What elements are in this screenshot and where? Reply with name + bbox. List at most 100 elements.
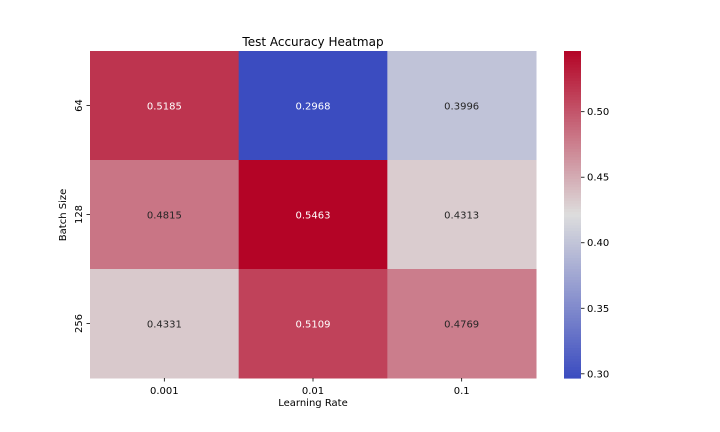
colorbar-segment (564, 113, 581, 117)
colorbar-segment (564, 176, 581, 180)
colorbar-segment (564, 132, 581, 137)
colorbar-segment (564, 127, 581, 131)
colorbar-segment (564, 157, 581, 161)
colorbar-segment (564, 189, 581, 194)
colorbar-segment (564, 241, 581, 246)
cell-value-label: 0.5463 (296, 211, 331, 222)
x-tick-label: 0.1 (454, 386, 470, 397)
colorbar-segment (564, 198, 581, 202)
colorbar-segment (564, 307, 581, 311)
colorbar-segment (564, 143, 581, 147)
colorbar-segment (564, 80, 581, 85)
colorbar-segment (564, 369, 581, 374)
cell-value-label: 0.5185 (147, 102, 182, 113)
colorbar-segment (564, 318, 581, 322)
colorbar-segment (564, 160, 581, 164)
colorbar-segment (564, 206, 581, 210)
cell-value-label: 0.3996 (444, 102, 479, 113)
colorbar-segment (564, 367, 581, 371)
colorbar-segment (564, 119, 581, 123)
colorbar-segment (564, 296, 581, 300)
colorbar-segment (564, 195, 581, 199)
colorbar-segment (564, 364, 581, 368)
colorbar-segment (564, 255, 581, 259)
colorbar-segment (564, 277, 581, 281)
colorbar-tick-label: 0.40 (587, 238, 609, 249)
colorbar: 0.30 0.35 0.40 0.45 0.50 (564, 51, 609, 380)
heatmap-cell (387, 160, 537, 270)
colorbar-segment (564, 135, 581, 139)
colorbar-segment (564, 320, 581, 325)
colorbar-segment (564, 130, 581, 134)
colorbar-segment (564, 162, 581, 167)
colorbar-segment (564, 102, 581, 107)
colorbar-segment (564, 173, 581, 177)
colorbar-segment (564, 249, 581, 254)
colorbar-segment (564, 353, 581, 357)
colorbar-segment (564, 269, 581, 273)
colorbar-segment (564, 67, 581, 71)
colorbar-segment (564, 105, 581, 109)
cell-value-label: 0.4331 (147, 320, 182, 331)
colorbar-segment (564, 187, 581, 191)
colorbar-segment (564, 271, 581, 276)
colorbar-segment (564, 309, 581, 314)
colorbar-segment (564, 121, 581, 126)
colorbar-segment (564, 86, 581, 90)
colorbar-segment (564, 53, 581, 58)
colorbar-segment (564, 334, 581, 338)
heatmap-cell (238, 51, 388, 161)
x-axis-label: Learning Rate (278, 398, 348, 409)
cell-value-label: 0.4815 (147, 211, 182, 222)
colorbar-segment (564, 339, 581, 344)
colorbar-tick-label: 0.45 (587, 173, 609, 184)
colorbar-segment (564, 228, 581, 232)
colorbar-segment (564, 298, 581, 303)
cell-value-label: 0.5109 (296, 320, 331, 331)
colorbar-segment (564, 348, 581, 352)
colorbar-segment (564, 236, 581, 240)
cell-value-label: 0.2968 (296, 102, 331, 113)
colorbar-segment (564, 72, 581, 77)
colorbar-segment (564, 203, 581, 207)
colorbar-segment (564, 214, 581, 218)
colorbar-segment (564, 181, 581, 186)
colorbar-segment (564, 337, 581, 341)
heatmap-cell (238, 269, 388, 379)
colorbar-segment (564, 375, 581, 379)
heatmap-cell (387, 51, 537, 161)
cell-value-label: 0.4769 (444, 320, 479, 331)
colorbar-segment (564, 110, 581, 115)
colorbar-segment (564, 209, 581, 213)
colorbar-segment (564, 151, 581, 156)
chart-title: Test Accuracy Heatmap (241, 35, 383, 49)
heatmap-cell (90, 160, 240, 270)
colorbar-segment (564, 266, 581, 270)
colorbar-segment (564, 356, 581, 360)
colorbar-segment (564, 116, 581, 120)
colorbar-segment (564, 290, 581, 295)
colorbar-segment (564, 70, 581, 74)
y-tick-label: 128 (74, 205, 85, 224)
colorbar-segment (564, 211, 581, 216)
colorbar-segment (564, 100, 581, 104)
x-tick-label: 0.001 (150, 386, 179, 397)
colorbar-segment (564, 350, 581, 355)
colorbar-segment (564, 372, 581, 376)
colorbar-segment (564, 94, 581, 98)
colorbar-tick-label: 0.35 (587, 304, 609, 315)
colorbar-segment (564, 258, 581, 262)
colorbar-segment (564, 361, 581, 365)
colorbar-segment (564, 312, 581, 316)
colorbar-segment (564, 91, 581, 96)
colorbar-segment (564, 304, 581, 308)
colorbar-segment (564, 301, 581, 306)
cell-value-label: 0.4313 (444, 211, 479, 222)
colorbar-segment (564, 192, 581, 197)
colorbar-segment (564, 140, 581, 145)
colorbar-segment (564, 168, 581, 172)
colorbar-segment (564, 315, 581, 319)
x-axis-ticks: 0.001 0.01 0.1 (150, 378, 470, 397)
colorbar-segment (564, 358, 581, 363)
